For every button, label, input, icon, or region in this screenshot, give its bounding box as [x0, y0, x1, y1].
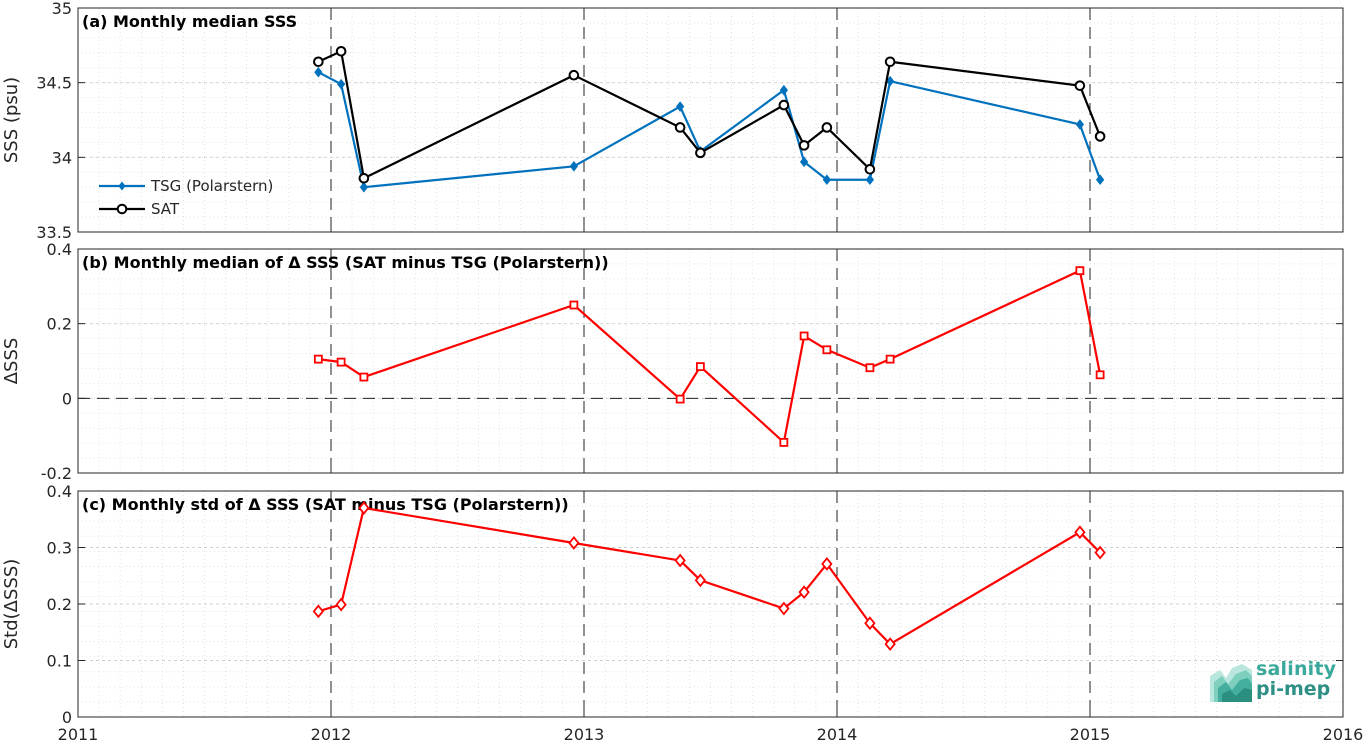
data-point: [779, 84, 789, 96]
data-point: [778, 601, 790, 616]
legend-marker: [118, 181, 126, 191]
y-tick-label: 0.2: [47, 315, 72, 334]
data-point: [884, 637, 896, 652]
data-point: [313, 56, 324, 68]
data-point: [675, 394, 685, 404]
data-point: [312, 604, 325, 619]
data-point: [674, 122, 686, 133]
y-tick-label: 0: [62, 389, 72, 408]
y-tick-label: 0.4: [47, 482, 72, 501]
series-line: [318, 269, 1102, 445]
data-point: [884, 56, 896, 68]
data-point: [568, 536, 580, 550]
data-point: [821, 122, 833, 133]
data-point: [778, 99, 790, 111]
data-point: [569, 300, 579, 310]
data-point: [798, 585, 810, 600]
data-point: [779, 437, 789, 447]
series-line: [318, 506, 1101, 646]
data-point: [1074, 525, 1086, 540]
data-point: [358, 172, 370, 184]
data-point: [335, 597, 347, 612]
data-point: [359, 372, 369, 382]
data-point: [313, 354, 323, 364]
data-point: [1075, 266, 1085, 276]
data-point: [1094, 131, 1106, 142]
panel-1: 33.5 34 34.5 35 SSS (psu) (a) Monthly median …: [1, 0, 1344, 242]
y-tick-label: 34: [52, 148, 72, 167]
data-point: [674, 553, 686, 568]
data-point: [336, 78, 346, 90]
series-line: [317, 71, 1102, 189]
y-tick-label: 0.1: [47, 652, 72, 671]
data-point: [864, 163, 876, 175]
series-line: [317, 49, 1102, 180]
panel-title: (b) Monthly median of Δ SSS (SAT minus T…: [82, 253, 609, 272]
legend-marker: [116, 203, 128, 215]
data-point: [865, 174, 875, 186]
data-point: [799, 331, 809, 341]
y-axis-label: ΔSSS: [1, 338, 22, 385]
data-point: [359, 181, 369, 193]
data-point: [568, 69, 580, 81]
y-axis-label: Std(ΔSSS): [1, 559, 22, 650]
data-point: [1095, 174, 1105, 186]
x-tick-label: 2012: [311, 725, 352, 744]
data-point: [865, 363, 875, 373]
data-point: [695, 147, 706, 159]
x-tick-label: 2013: [564, 725, 605, 744]
y-tick-label: 35: [52, 0, 72, 18]
data-point: [798, 140, 810, 151]
data-point: [695, 362, 705, 372]
data-point: [864, 616, 876, 631]
x-tick-label: 2016: [1323, 725, 1364, 744]
data-point: [799, 156, 809, 168]
data-point: [694, 573, 707, 588]
data-point: [1094, 545, 1106, 560]
data-point: [885, 354, 895, 364]
data-point: [569, 160, 579, 172]
data-point: [676, 101, 685, 112]
y-tick-label: 33.5: [36, 223, 72, 242]
y-tick-label: -0.2: [41, 464, 72, 483]
x-tick-label: 2015: [1070, 725, 1111, 744]
data-point: [1075, 119, 1085, 130]
salinity-pi-mep-logo: salinity pi-mep: [1208, 658, 1338, 706]
axes-box: [77, 248, 1344, 474]
legend-label: SAT: [151, 200, 180, 218]
y-tick-label: 0.3: [47, 539, 72, 558]
y-tick-label: 0.2: [47, 595, 72, 614]
y-tick-label: 0.4: [47, 240, 72, 259]
logo-text-salinity: salinity: [1256, 658, 1337, 680]
panel-title: (c) Monthly std of Δ SSS (SAT minus TSG …: [82, 495, 569, 514]
legend: TSG (Polarstern) SAT: [99, 177, 273, 218]
data-point: [1074, 80, 1086, 91]
data-point: [358, 501, 370, 515]
y-tick-label: 34.5: [36, 74, 72, 93]
x-tick-label: 2014: [817, 725, 858, 744]
panel-3: 0 0.1 0.2 0.3 0.4 Std(ΔSSS) (c) Monthly std of…: [1, 482, 1344, 727]
data-point: [314, 66, 323, 78]
legend-label: TSG (Polarstern): [150, 177, 273, 195]
panel-2: -0.2 0 0.2 0.4 ΔSSS (b) Monthly median of Δ S…: [1, 240, 1344, 483]
data-point: [1095, 370, 1105, 380]
y-axis-label: SSS (psu): [1, 77, 22, 163]
y-tick-label: 0: [62, 708, 72, 727]
logo-text-pi-mep: pi-mep: [1256, 678, 1331, 700]
data-point: [336, 357, 346, 367]
data-point: [822, 174, 832, 186]
axes-box: [77, 7, 1344, 233]
panel-title: (a) Monthly median SSS: [82, 12, 297, 31]
data-point: [335, 46, 347, 57]
data-point: [821, 556, 833, 571]
x-tick-label: 2011: [58, 725, 99, 744]
logo-mark-icon: [1210, 664, 1252, 702]
data-point: [822, 345, 832, 355]
